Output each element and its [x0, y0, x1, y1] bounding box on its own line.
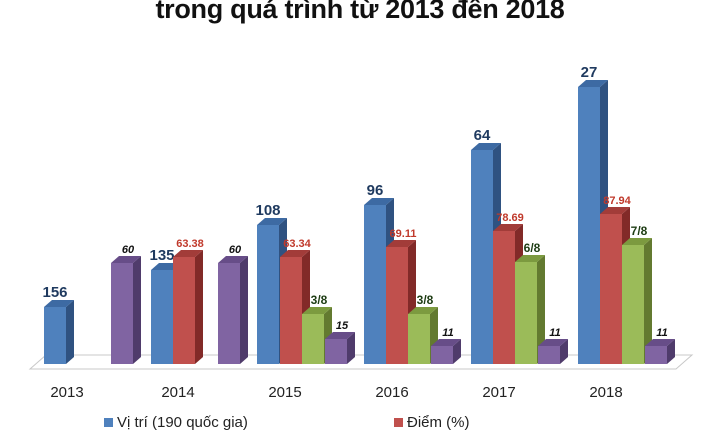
data-label: 96: [367, 182, 384, 199]
data-label: 3/8: [417, 293, 434, 307]
bar-green: 7/8: [622, 224, 652, 364]
legend-label-score: Điểm (%): [407, 414, 470, 431]
legend-label-position: Vị trí (190 quốc gia): [117, 414, 248, 431]
x-axis-label: 2017: [482, 384, 516, 401]
x-axis-label: 2018: [589, 384, 623, 401]
legend-swatch-blue: [104, 418, 113, 427]
data-label: 63.38: [176, 238, 204, 250]
data-label: 64: [474, 127, 491, 144]
data-label: 135: [149, 247, 174, 264]
data-label: 60: [229, 244, 242, 256]
data-label: 87.94: [603, 195, 631, 207]
x-axis-label: 2016: [375, 384, 409, 401]
data-label: 7/8: [631, 224, 648, 238]
bar-blue: 156: [42, 284, 74, 364]
x-axis-label: 2013: [50, 384, 84, 401]
data-label: 6/8: [524, 241, 541, 255]
bar-red: 63.38: [173, 238, 204, 364]
x-axis-label: 2015: [268, 384, 302, 401]
bar-purple: 15: [325, 320, 355, 364]
data-label: 60: [122, 244, 135, 256]
bar-purple: 11: [538, 327, 568, 364]
data-label: 15: [336, 320, 349, 332]
data-label: 11: [656, 327, 667, 339]
data-label: 63.34: [283, 238, 311, 250]
data-label: 108: [255, 202, 280, 219]
legend-item-position: Vị trí (190 quốc gia): [104, 414, 248, 431]
data-label: 69.11: [390, 228, 417, 240]
bar-purple: 60: [111, 244, 141, 364]
bar-purple: 11: [645, 327, 675, 364]
data-label: 78.69: [496, 212, 524, 224]
bar-purple: 60: [218, 244, 248, 364]
chart-title: trong quá trình từ 2013 đến 2018: [155, 0, 565, 24]
data-label: 156: [42, 284, 67, 301]
x-axis-label: 2014: [161, 384, 195, 401]
data-label: 3/8: [311, 293, 328, 307]
data-label: 11: [442, 327, 453, 339]
bar-purple: 11: [431, 327, 461, 364]
legend-swatch-red: [394, 418, 403, 427]
data-label: 11: [549, 327, 560, 339]
legend-item-score: Điểm (%): [394, 414, 470, 431]
data-label: 27: [581, 64, 598, 81]
bar-green: 6/8: [515, 241, 545, 364]
